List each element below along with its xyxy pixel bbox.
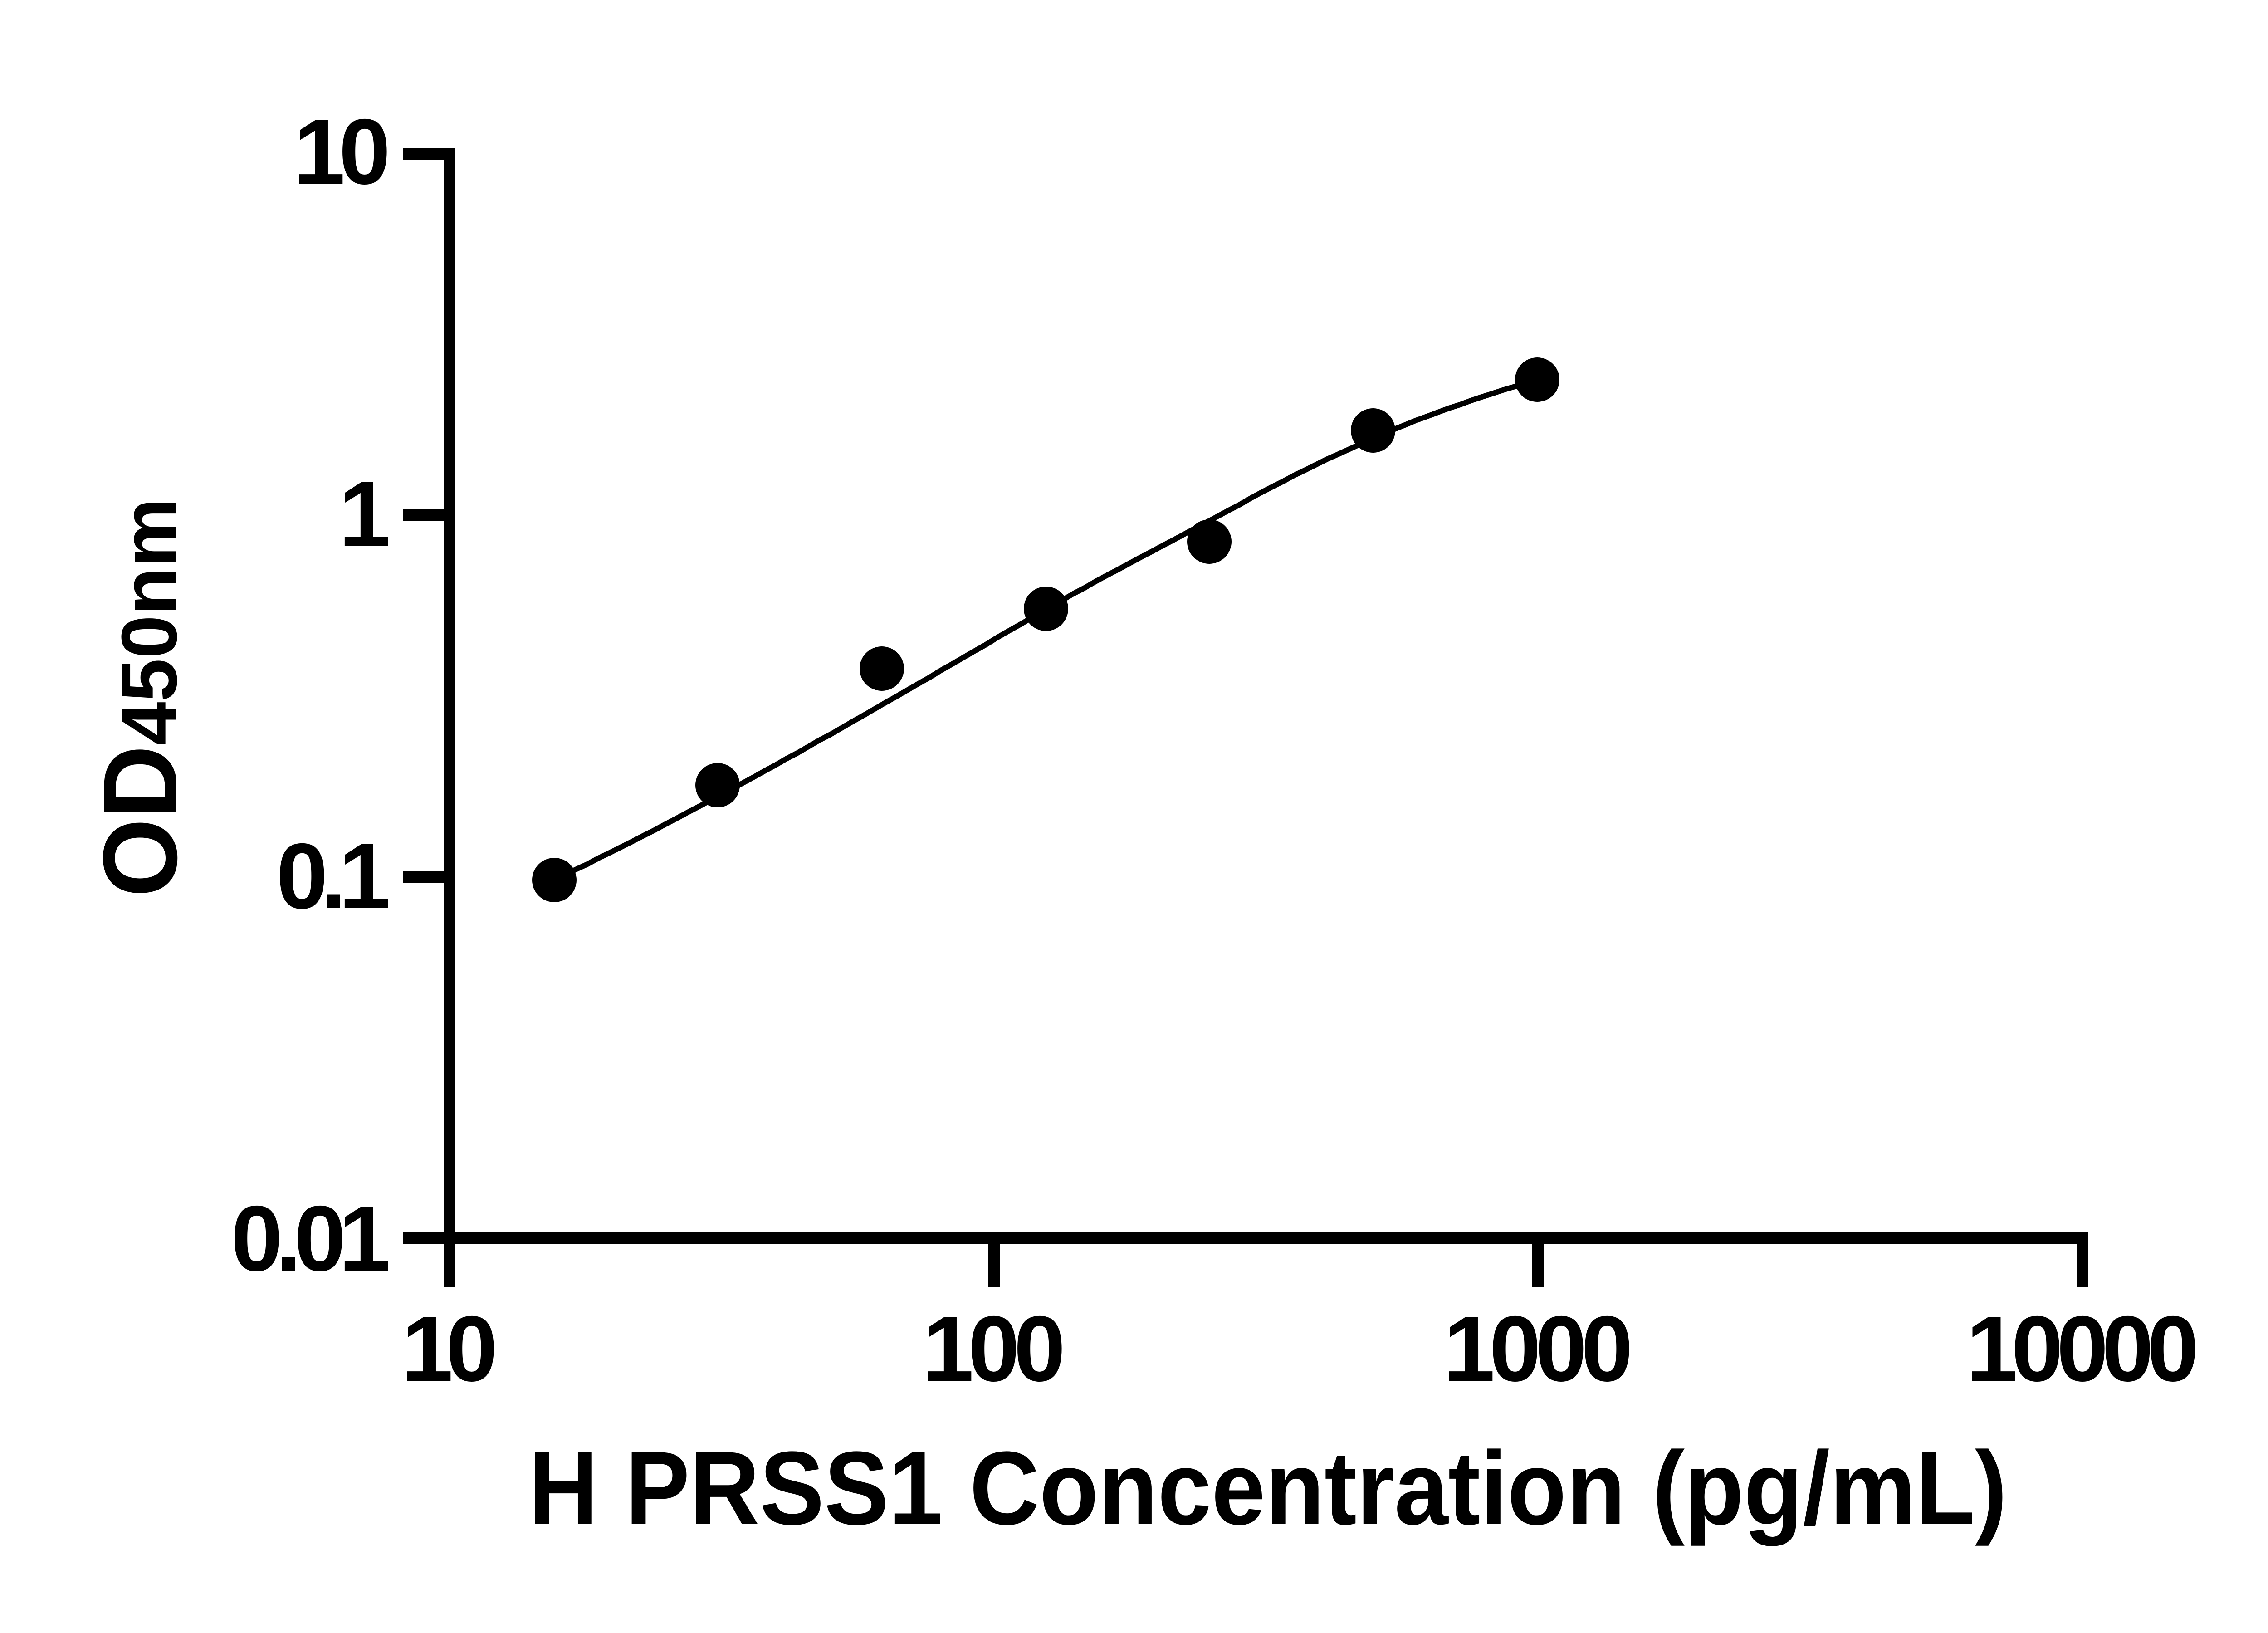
svg-text:450nm: 450nm [105, 498, 193, 745]
svg-text:10: 10 [401, 1297, 498, 1401]
svg-text:1000: 1000 [1443, 1297, 1633, 1401]
svg-text:1: 1 [339, 462, 391, 566]
svg-text:10: 10 [293, 100, 391, 204]
svg-text:0.01: 0.01 [231, 1187, 391, 1291]
svg-text:OD: OD [82, 745, 199, 897]
svg-text:10000: 10000 [1966, 1297, 2199, 1401]
svg-text:100: 100 [922, 1297, 1066, 1401]
svg-text:0.1: 0.1 [276, 824, 391, 928]
svg-text:H PRSS1 Concentration (pg/mL): H PRSS1 Concentration (pg/mL) [528, 1430, 2007, 1546]
